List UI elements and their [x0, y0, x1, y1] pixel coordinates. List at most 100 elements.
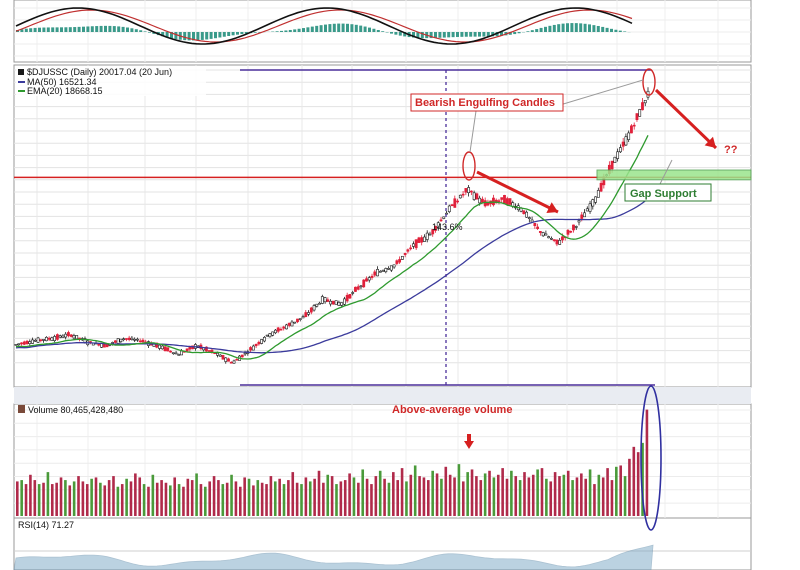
macd-histogram-bar [38, 27, 41, 32]
volume-bar [260, 482, 264, 516]
volume-bar [72, 481, 76, 516]
candle-body [293, 321, 297, 324]
macd-histogram-bar [196, 32, 200, 41]
volume-legend: Volume 80,465,428,480 [18, 405, 123, 415]
volume-bar [440, 478, 443, 516]
candle-body [113, 340, 117, 343]
volume-bar [304, 477, 308, 516]
candle-body [301, 316, 305, 319]
candle-body [315, 303, 319, 307]
macd-histogram-bar [605, 27, 609, 32]
rsi-area [13, 544, 654, 570]
volume-bar [42, 482, 45, 516]
candle-body [345, 294, 349, 302]
macd-histogram-bar [447, 32, 451, 38]
volume-bar [418, 476, 421, 516]
volume-bar [523, 472, 526, 516]
volume-bar [169, 485, 172, 516]
candle-body [67, 332, 70, 337]
macd-histogram-bar [152, 32, 156, 34]
candle-body [111, 342, 114, 344]
macd-histogram-bar [86, 26, 90, 32]
candle-body [594, 196, 597, 203]
candle-body [569, 230, 573, 233]
macd-histogram-bar [82, 26, 85, 32]
candle-body [216, 352, 219, 356]
volume-bar [536, 469, 539, 516]
candle-body [307, 312, 310, 315]
candle-body [461, 193, 465, 196]
candle-body [381, 269, 385, 272]
macd-histogram-bar [183, 32, 187, 41]
volume-bar [182, 486, 185, 516]
legend-symbol-swatch [18, 69, 24, 75]
candle-body [72, 335, 76, 339]
candle-body [453, 198, 457, 208]
candle-body [136, 338, 139, 341]
volume-bar [365, 478, 369, 516]
volume-bar [549, 481, 553, 516]
macd-histogram-bar [539, 27, 543, 32]
macd-histogram-bar [574, 23, 578, 32]
volume-bar [387, 482, 391, 516]
macd-line [15, 7, 633, 45]
candle-body [25, 340, 29, 345]
macd-histogram-bar [354, 24, 358, 32]
candle-body [475, 193, 479, 200]
macd-histogram-bar [117, 26, 121, 32]
macd-histogram-bar [473, 32, 477, 37]
candle-body [276, 327, 280, 332]
macd-histogram-bar [288, 29, 292, 32]
candle-body [481, 198, 484, 203]
volume-bar [190, 480, 194, 516]
candle-body [254, 343, 258, 347]
candle-body [138, 340, 142, 343]
candle-body [591, 199, 595, 207]
macd-histogram-bar [381, 31, 385, 32]
candle-body [343, 298, 346, 305]
pct-label: 143.6% [432, 222, 463, 232]
candle-body [351, 292, 355, 294]
volume-bar [361, 469, 365, 516]
macd-histogram-bar [451, 32, 455, 38]
volume-legend-swatch [18, 405, 25, 413]
volume-bar [405, 481, 408, 516]
candle-body [428, 233, 432, 236]
candle-body [287, 322, 291, 326]
rsi-legend-text: RSI(14) 71.27 [18, 520, 74, 530]
legend-ema20: EMA(20) 18668.15 [27, 86, 103, 96]
candle-body [423, 236, 426, 242]
volume-bar [265, 484, 268, 516]
volume-bar [615, 466, 618, 516]
volume-bar [566, 470, 570, 516]
candle-body [392, 264, 396, 268]
macd-histogram-bar [130, 28, 134, 32]
candle-body [370, 275, 374, 278]
volume-bar [116, 486, 120, 516]
gap-label-box [624, 183, 712, 202]
volume-bar [518, 480, 522, 516]
macd-histogram-bar [165, 32, 169, 38]
candle-body [599, 182, 603, 192]
volume-bar [348, 473, 351, 516]
volume-bar [628, 458, 631, 516]
volume-bar [558, 476, 561, 516]
candle-body [505, 198, 509, 206]
macd-histogram-bar [293, 29, 297, 32]
macd-histogram-bar [552, 24, 556, 32]
candle-body [387, 268, 390, 270]
macd-histogram-bar [99, 25, 103, 32]
candle-body [185, 348, 189, 352]
macd-histogram-bar [200, 32, 204, 40]
macd-histogram-bar [491, 32, 495, 37]
volume-bar [619, 465, 622, 516]
candle-body [348, 294, 352, 299]
macd-histogram-bar [328, 24, 332, 32]
macd-histogram-bar [90, 26, 94, 32]
candle-body [47, 337, 51, 340]
candle-body [31, 339, 34, 344]
volume-bar [107, 480, 111, 516]
volume-bar [278, 478, 281, 516]
volume-bar [50, 484, 54, 516]
macd-histogram-bar [412, 32, 415, 38]
